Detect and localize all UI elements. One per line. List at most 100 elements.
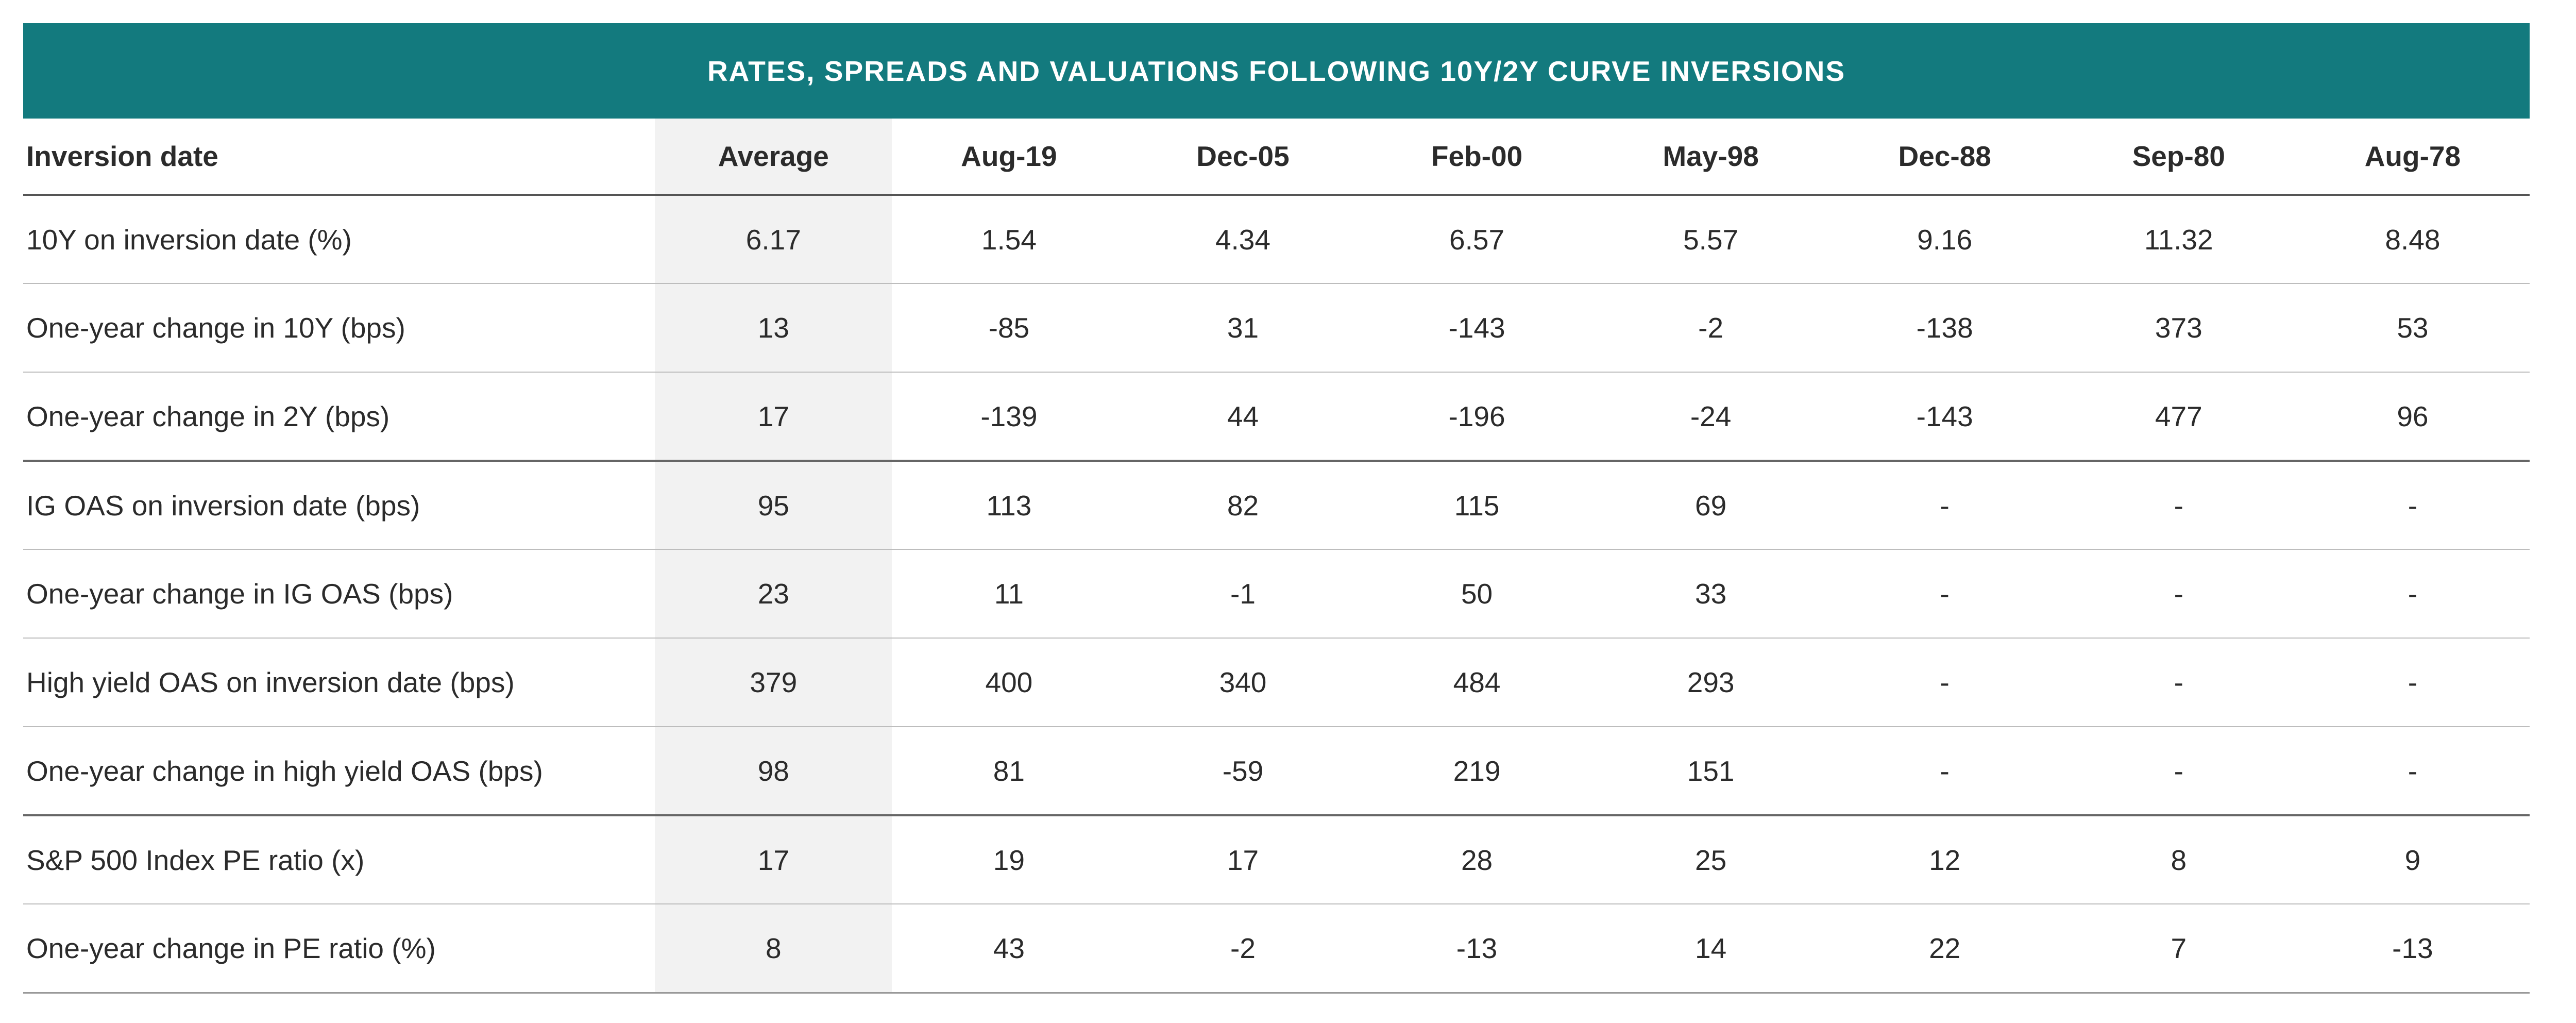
- table-cell: 44: [1126, 372, 1360, 462]
- header-date: Sep-80: [2061, 119, 2296, 196]
- table-cell: 340: [1126, 638, 1360, 727]
- table-cell: -139: [892, 372, 1126, 462]
- table-cell: -: [2061, 727, 2296, 816]
- table-cell: -: [1827, 549, 2062, 639]
- table-row: IG OAS on inversion date (bps) 95 113 82 115…: [23, 461, 2530, 550]
- header-date: Aug-19: [892, 119, 1126, 196]
- average-cell: 17: [655, 372, 892, 462]
- table-title-bar: RATES, SPREADS AND VALUATIONS FOLLOWING …: [23, 23, 2530, 119]
- table-row: One-year change in 10Y (bps) 13 -85 31 -143-…: [23, 283, 2530, 373]
- table-cell: 4.34: [1126, 195, 1360, 284]
- table-cell: -85: [892, 283, 1126, 373]
- average-cell: 6.17: [655, 195, 892, 284]
- row-label: One-year change in IG OAS (bps): [23, 549, 655, 639]
- row-label: One-year change in 10Y (bps): [23, 283, 655, 373]
- table-cell: 28: [1360, 815, 1594, 904]
- row-label: 10Y on inversion date (%): [23, 195, 655, 284]
- row-label: One-year change in high yield OAS (bps): [23, 727, 655, 816]
- table-cell: -: [2295, 549, 2530, 639]
- average-cell: 379: [655, 638, 892, 727]
- table-cell: 9.16: [1827, 195, 2062, 284]
- table-row: High yield OAS on inversion date (bps) 37…: [23, 638, 2530, 727]
- table-cell: -143: [1827, 372, 2062, 462]
- header-date: Aug-78: [2295, 119, 2530, 196]
- table-cell: -: [1827, 638, 2062, 727]
- table-cell: 115: [1360, 461, 1594, 550]
- table-cell: 14: [1594, 904, 1828, 994]
- average-cell: 8: [655, 904, 892, 994]
- table-row: One-year change in IG OAS (bps) 23 11 -1 50 3…: [23, 549, 2530, 639]
- table-cell: -: [2061, 638, 2296, 727]
- table-cell: 69: [1594, 461, 1828, 550]
- header-row: Inversion date Average Aug-19 Dec-05 Feb-00 M…: [23, 119, 2530, 196]
- table-cell: 96: [2295, 372, 2530, 462]
- table-row: 10Y on inversion date (%) 6.17 1.54 4.34 6.5…: [23, 195, 2530, 284]
- table-cell: 151: [1594, 727, 1828, 816]
- table-cell: 8.48: [2295, 195, 2530, 284]
- table-cell: 11.32: [2061, 195, 2296, 284]
- table-cell: -: [2061, 549, 2296, 639]
- data-table: Inversion date Average Aug-19 Dec-05 Feb-00 M…: [23, 119, 2530, 994]
- table-cell: -: [1827, 727, 2062, 816]
- table-cell: 50: [1360, 549, 1594, 639]
- row-label: One-year change in 2Y (bps): [23, 372, 655, 462]
- header-row-label: Inversion date: [23, 119, 655, 196]
- table-cell: -: [2061, 461, 2296, 550]
- table-cell: 22: [1827, 904, 2062, 994]
- header-date: Feb-00: [1360, 119, 1594, 196]
- table-cell: -: [2295, 461, 2530, 550]
- table-cell: 373: [2061, 283, 2296, 373]
- average-cell: 95: [655, 461, 892, 550]
- row-label: IG OAS on inversion date (bps): [23, 461, 655, 550]
- table-cell: 8: [2061, 815, 2296, 904]
- table-cell: 81: [892, 727, 1126, 816]
- table-cell: 53: [2295, 283, 2530, 373]
- table-cell: 6.57: [1360, 195, 1594, 284]
- table-cell: 484: [1360, 638, 1594, 727]
- header-date: Dec-88: [1827, 119, 2062, 196]
- table-cell: -2: [1126, 904, 1360, 994]
- table-cell: -13: [2295, 904, 2530, 994]
- table-cell: 17: [1126, 815, 1360, 904]
- table-cell: -24: [1594, 372, 1828, 462]
- table-cell: 43: [892, 904, 1126, 994]
- table-cell: 293: [1594, 638, 1828, 727]
- table-cell: 9: [2295, 815, 2530, 904]
- table-cell: 82: [1126, 461, 1360, 550]
- table-cell: -: [2295, 638, 2530, 727]
- table-cell: 25: [1594, 815, 1828, 904]
- table-cell: -1: [1126, 549, 1360, 639]
- table-cell: -2: [1594, 283, 1828, 373]
- table-row: One-year change in 2Y (bps) 17 -139 44 -196-…: [23, 372, 2530, 462]
- average-cell: 17: [655, 815, 892, 904]
- header-date: May-98: [1594, 119, 1828, 196]
- table-cell: 219: [1360, 727, 1594, 816]
- table-cell: 477: [2061, 372, 2296, 462]
- row-label: S&P 500 Index PE ratio (x): [23, 815, 655, 904]
- row-label: High yield OAS on inversion date (bps): [23, 638, 655, 727]
- table-cell: 113: [892, 461, 1126, 550]
- table-cell: -138: [1827, 283, 2062, 373]
- table-cell: -13: [1360, 904, 1594, 994]
- table-title: RATES, SPREADS AND VALUATIONS FOLLOWING …: [707, 55, 1846, 87]
- table-body: 10Y on inversion date (%) 6.17 1.54 4.34 6.5…: [23, 195, 2530, 994]
- header-average: Average: [655, 119, 892, 196]
- average-cell: 13: [655, 283, 892, 373]
- table-cell: 7: [2061, 904, 2296, 994]
- table-cell: 400: [892, 638, 1126, 727]
- table-row: One-year change in high yield OAS (bps) 9…: [23, 727, 2530, 816]
- table-cell: 19: [892, 815, 1126, 904]
- table-container: RATES, SPREADS AND VALUATIONS FOLLOWING …: [23, 23, 2530, 994]
- table-row: S&P 500 Index PE ratio (x) 17 19 17 28 25 12 8 9: [23, 815, 2530, 904]
- table-cell: 12: [1827, 815, 2062, 904]
- average-cell: 98: [655, 727, 892, 816]
- table-cell: 5.57: [1594, 195, 1828, 284]
- row-label: One-year change in PE ratio (%): [23, 904, 655, 994]
- table-cell: -196: [1360, 372, 1594, 462]
- table-cell: 1.54: [892, 195, 1126, 284]
- table-cell: -59: [1126, 727, 1360, 816]
- table-cell: 31: [1126, 283, 1360, 373]
- table-cell: -143: [1360, 283, 1594, 373]
- table-cell: -: [1827, 461, 2062, 550]
- header-date: Dec-05: [1126, 119, 1360, 196]
